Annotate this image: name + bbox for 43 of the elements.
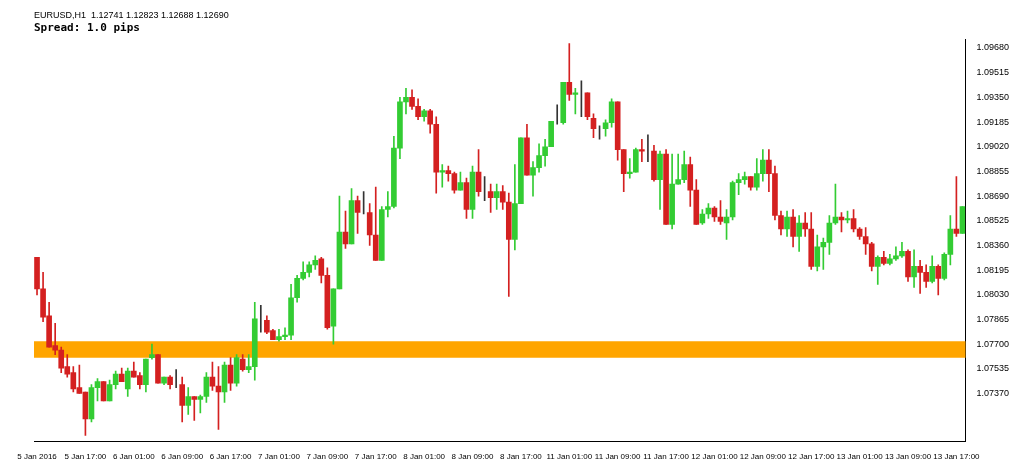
x-tick-label: 8 Jan 17:00 [500, 452, 543, 462]
y-tick-label: 1.09680 [976, 42, 1010, 53]
x-tick-label: 12 Jan 01:00 [691, 452, 739, 462]
x-tick-label: 6 Jan 17:00 [209, 452, 253, 462]
y-tick-label: 1.08525 [976, 215, 1010, 226]
y-tick-label: 1.08360 [976, 239, 1010, 250]
y-tick-label: 1.07535 [976, 363, 1010, 374]
x-tick-label: 8 Jan 09:00 [451, 452, 494, 462]
candlestick [191, 396, 198, 421]
y-tick-label: 1.07865 [976, 313, 1010, 324]
y-tick-label: 1.07700 [976, 338, 1010, 349]
chart-subtitle: Spread: 1.0 pips [34, 21, 140, 35]
candlestick [626, 158, 633, 179]
x-tick-label: 5 Jan 2016 [17, 452, 58, 462]
x-tick-label: 12 Jan 09:00 [739, 452, 787, 462]
x-tick-label: 7 Jan 01:00 [258, 452, 301, 462]
candlestick [439, 164, 446, 188]
x-tick-label: 11 Jan 09:00 [594, 452, 642, 462]
x-tick-label: 13 Jan 01:00 [836, 452, 884, 462]
x-tick-label: 8 Jan 01:00 [403, 452, 446, 462]
x-tick-label: 13 Jan 09:00 [884, 452, 932, 462]
y-tick-label: 1.08030 [976, 289, 1010, 300]
x-tick-label: 12 Jan 17:00 [788, 452, 835, 462]
candlestick [566, 43, 573, 101]
x-tick-label: 6 Jan 09:00 [161, 452, 204, 462]
y-tick-label: 1.08195 [976, 264, 1010, 275]
x-tick-label: 13 Jan 17:00 [933, 452, 981, 462]
candlestick [802, 212, 809, 237]
chart-title: EURUSD,H1 1.12741 1.12823 1.12688 1.12690 [34, 9, 229, 20]
x-tick-label: 11 Jan 17:00 [643, 452, 690, 462]
x-tick-label: 7 Jan 17:00 [354, 452, 398, 462]
x-tick-label: 7 Jan 09:00 [306, 452, 349, 462]
y-tick-label: 1.08855 [976, 165, 1010, 176]
y-tick-label: 1.09185 [976, 116, 1010, 127]
x-tick-label: 11 Jan 01:00 [546, 452, 593, 462]
x-tick-label: 6 Jan 01:00 [112, 452, 156, 462]
y-tick-label: 1.07370 [976, 388, 1010, 399]
y-tick-label: 1.09020 [976, 141, 1010, 152]
y-tick-label: 1.09515 [976, 67, 1010, 78]
y-tick-label: 1.09350 [976, 91, 1010, 102]
y-tick-label: 1.08690 [976, 190, 1010, 201]
candlestick [639, 138, 645, 162]
x-tick-label: 5 Jan 17:00 [64, 452, 107, 462]
